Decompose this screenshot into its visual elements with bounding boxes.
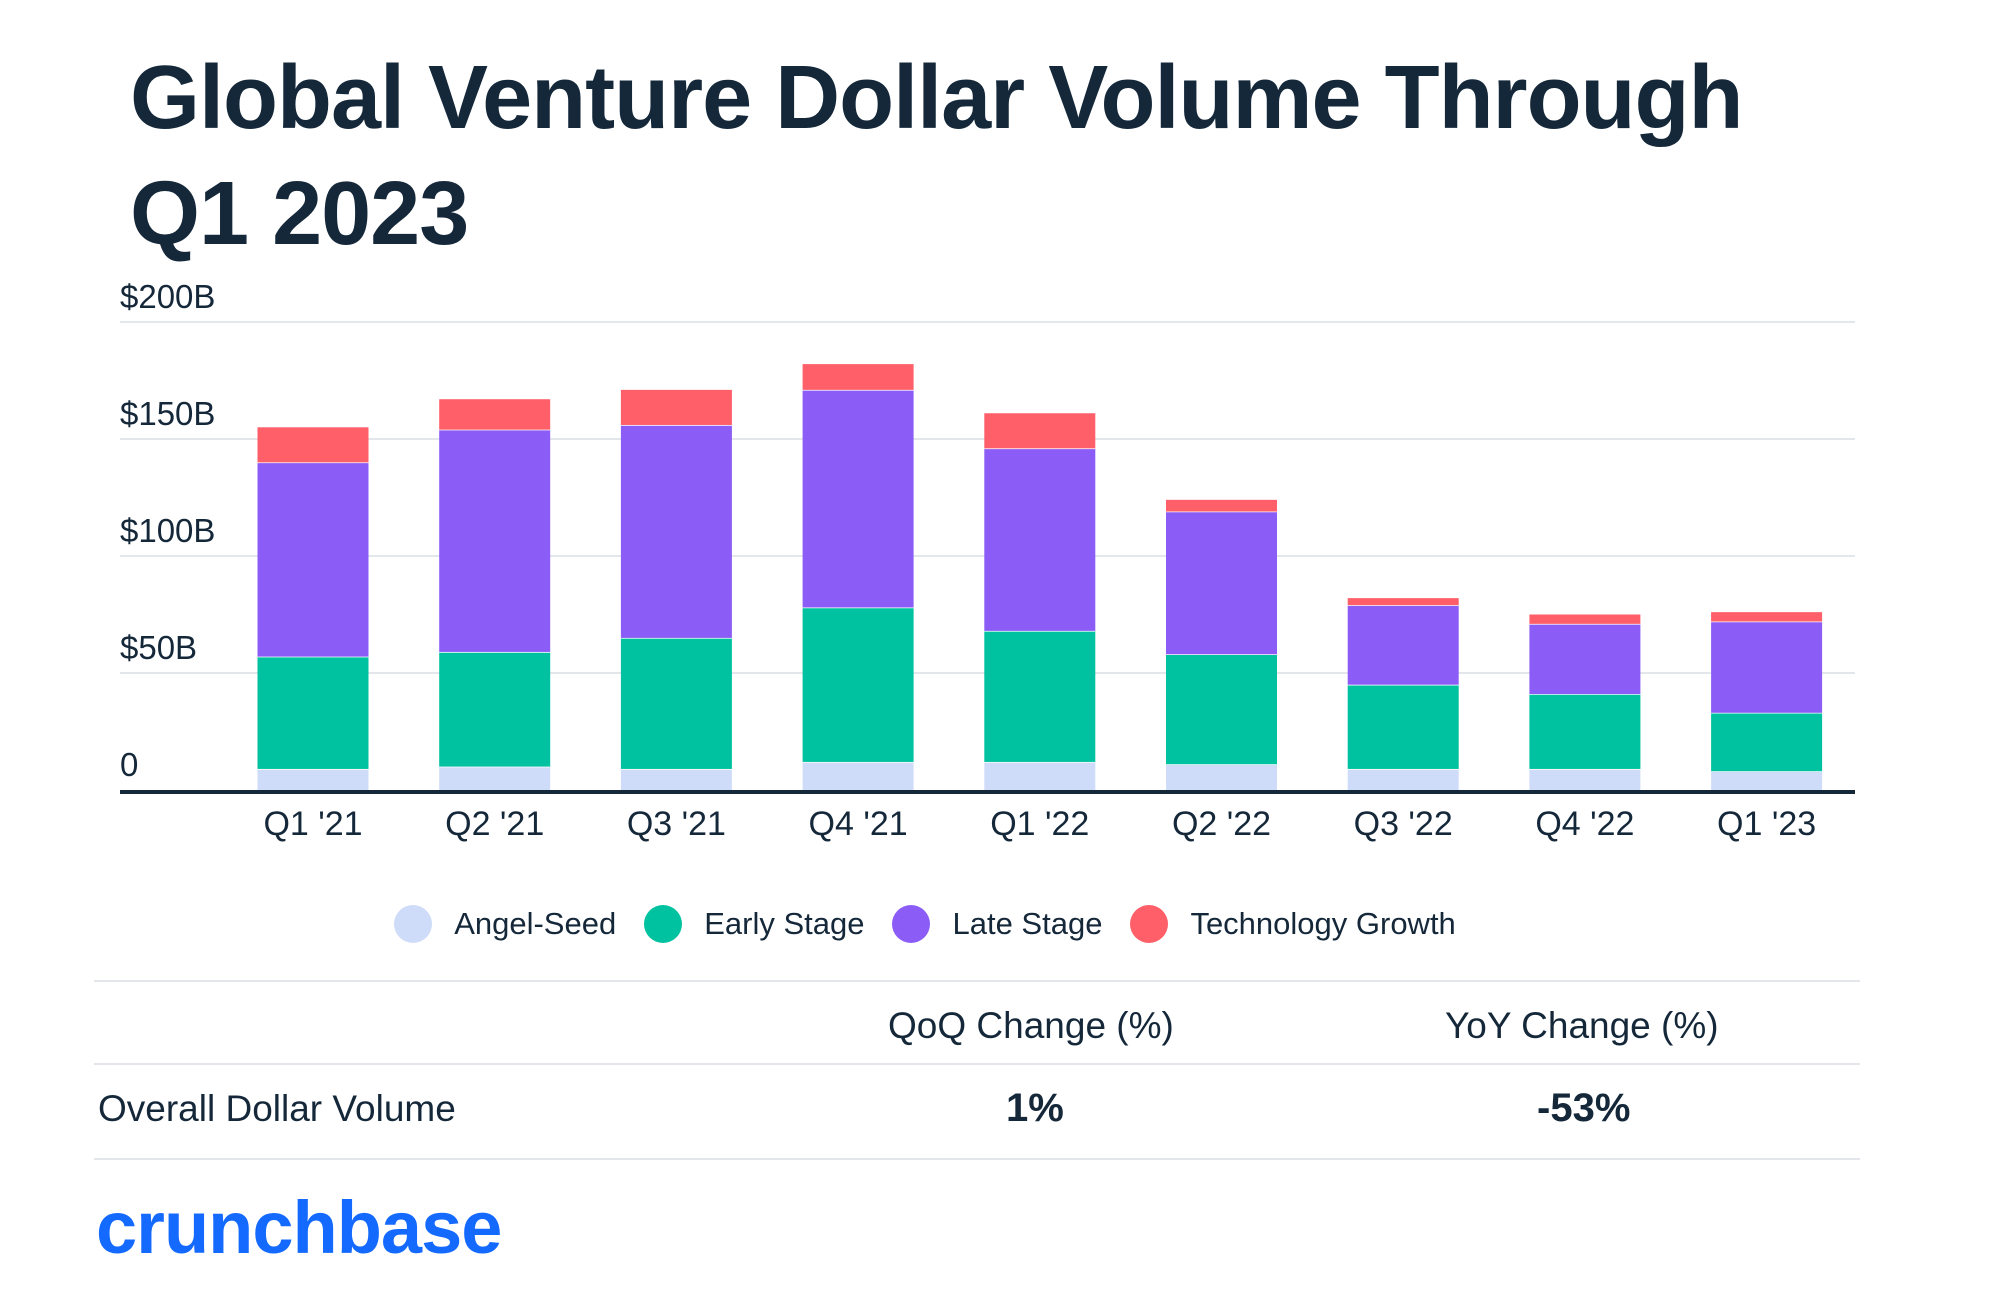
x-tick-label: Q4 '22 [1535, 805, 1634, 843]
table-header-divider [94, 1063, 1860, 1065]
bar-segment [1166, 654, 1277, 765]
legend-item-early-stage[interactable]: Early Stage [644, 905, 864, 943]
x-tick-label: Q1 '22 [990, 805, 1089, 843]
y-tick-label: $200B [120, 278, 215, 315]
x-tick-label: Q4 '21 [809, 805, 908, 843]
bar-segment [1347, 684, 1459, 769]
legend-item-technology-growth[interactable]: Technology Growth [1130, 905, 1456, 943]
qoq-change-value: 1% [1006, 1086, 1064, 1130]
legend-swatch-early-stage [644, 905, 683, 943]
legend-item-angel-seed[interactable]: Angel-Seed [394, 905, 616, 943]
y-tick-label: 0 [120, 746, 138, 783]
bar-segment [439, 766, 551, 790]
legend-label-late-stage: Late Stage [952, 906, 1103, 941]
bar-segment [439, 651, 551, 767]
legend-swatch-late-stage [892, 905, 931, 943]
x-tick-label: Q2 '22 [1172, 805, 1271, 843]
table-header-qoq: QoQ Change (%) [888, 1005, 1174, 1046]
bar-segment [802, 364, 914, 390]
bar-segment [257, 656, 369, 769]
bar-segment [1166, 499, 1277, 512]
bar-segment [802, 607, 914, 762]
bar-segment [1711, 612, 1823, 622]
legend: Angel-Seed Early Stage Late Stage Techno… [0, 905, 1920, 943]
y-tick-label: $150B [120, 395, 215, 432]
legend-label-technology-growth: Technology Growth [1190, 906, 1456, 941]
bar-segment [257, 768, 369, 790]
table-top-divider [94, 980, 1860, 982]
x-tick-label: Q3 '21 [627, 805, 726, 843]
bar-segment [984, 448, 1096, 631]
bar-segment [1711, 712, 1823, 772]
bar-segment [257, 462, 369, 657]
stacked-bar-chart: 0 $50B $100B $150B $200B Q1 '21 Q2 '21 Q3 '21 Q4… [120, 278, 1855, 843]
bar-segment [257, 427, 369, 463]
bar-segment [620, 768, 732, 790]
legend-label-angel-seed: Angel-Seed [454, 906, 617, 941]
legend-label-early-stage: Early Stage [704, 906, 865, 941]
bar-segment [1711, 621, 1823, 713]
yoy-change-value: -53% [1537, 1086, 1631, 1130]
bar-segment [620, 637, 732, 769]
bar-segment [620, 424, 732, 638]
bar-segment [1711, 771, 1823, 790]
bar-segment [802, 761, 914, 790]
x-tick-label: Q2 '21 [445, 805, 544, 843]
crunchbase-logo: crunchbase [96, 1186, 502, 1269]
table-bottom-divider [94, 1158, 1860, 1160]
legend-swatch-technology-growth [1130, 905, 1169, 943]
bar-segment [1347, 598, 1459, 606]
x-tick-label: Q3 '22 [1354, 805, 1453, 843]
bar-segment [439, 429, 551, 652]
bar-segment [1166, 511, 1277, 655]
y-tick-label: $50B [120, 629, 197, 666]
bar-segment [1529, 768, 1641, 790]
bar-segment [1347, 605, 1459, 685]
table-row-label: Overall Dollar Volume [98, 1088, 456, 1129]
y-tick-label: $100B [120, 512, 215, 549]
bar-segment [802, 389, 914, 608]
legend-swatch-angel-seed [394, 905, 433, 943]
bar-segment [984, 761, 1096, 790]
legend-item-late-stage[interactable]: Late Stage [892, 905, 1102, 943]
bar-segment [620, 389, 732, 425]
bar-segment [984, 630, 1096, 762]
table-header-yoy: YoY Change (%) [1445, 1005, 1719, 1046]
bar-segment [1529, 614, 1641, 624]
bar-segment [1166, 764, 1277, 790]
bar-segment [1529, 694, 1641, 769]
x-tick-label: Q1 '21 [263, 805, 362, 843]
bar-segment [1529, 623, 1641, 695]
chart-title: Global Venture Dollar Volume Through Q1 … [130, 48, 1743, 264]
bar-segment [984, 413, 1096, 449]
x-tick-label: Q1 '23 [1717, 805, 1816, 843]
bar-segment [439, 399, 551, 430]
bar-segment [1347, 768, 1459, 790]
